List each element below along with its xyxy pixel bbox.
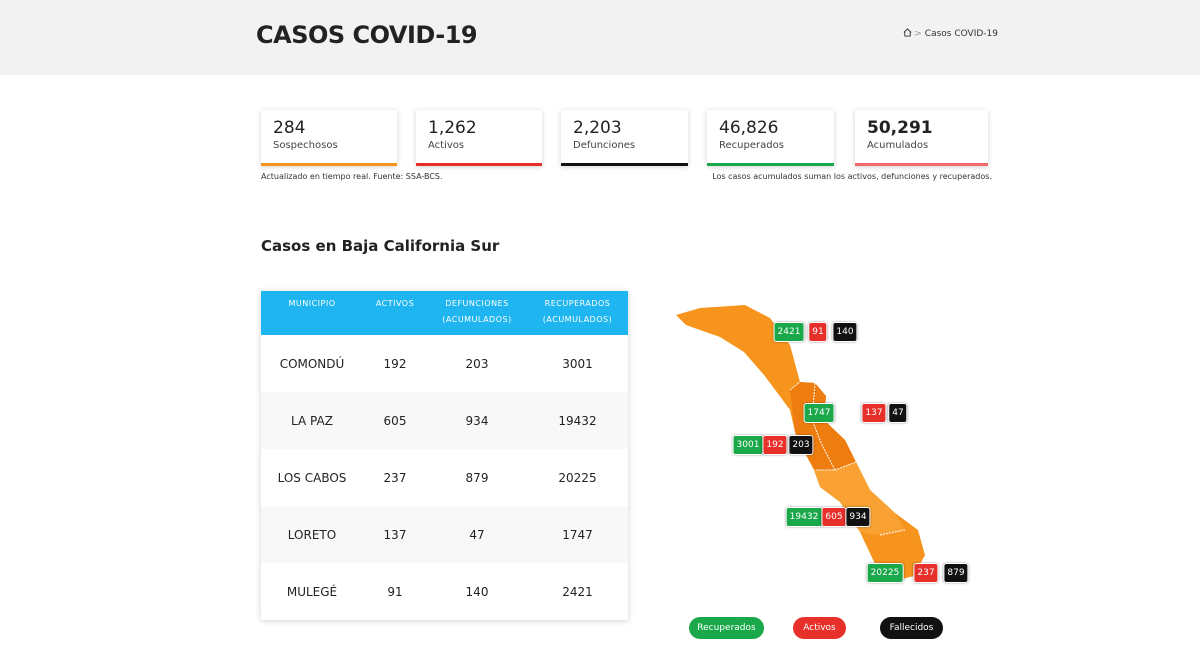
home-icon[interactable] xyxy=(903,28,912,37)
table-cell: 3001 xyxy=(562,356,593,371)
stat-label: Sospechosos xyxy=(273,140,338,151)
stat-card: 50,291 Acumulados xyxy=(855,110,988,166)
badge-activos: 137 xyxy=(861,403,887,423)
table-cell: 140 xyxy=(465,584,489,599)
badge-activos: 605 xyxy=(821,507,847,527)
badge-recuperados: 19432 xyxy=(785,507,823,527)
table-cell: 137 xyxy=(363,506,427,563)
table-header: MUNICIPIO xyxy=(261,291,363,335)
table-cell: 203 xyxy=(465,356,489,371)
section-title: Casos en Baja California Sur xyxy=(261,237,500,255)
table-row: MULEGÉ 91 140 2421 xyxy=(261,563,628,620)
table-cell: LA PAZ xyxy=(261,392,363,449)
stat-label: Defunciones xyxy=(573,140,636,151)
badge-recuperados: 1747 xyxy=(803,403,835,423)
table-cell: COMONDÚ xyxy=(279,356,345,371)
separator: > xyxy=(914,29,922,39)
stat-value: 46,826 xyxy=(719,118,779,138)
table-header: DEFUNCIONES (ACUMULADOS) xyxy=(427,291,527,335)
table-row: LOS CABOS 237 879 20225 xyxy=(261,449,628,506)
note: Actualizado en tiempo real. Fuente: SSA-… xyxy=(261,172,443,181)
stat-label: Recuperados xyxy=(719,140,784,151)
badge-recuperados: 20225 xyxy=(866,563,904,583)
region-comondu xyxy=(790,382,856,470)
stat-value: 2,203 xyxy=(573,118,622,138)
note: Los casos acumulados suman los activos, … xyxy=(712,172,992,181)
table-cell: 47 xyxy=(427,506,527,563)
badge-fallecidos: 203 xyxy=(788,435,814,455)
table-cell: 192 xyxy=(383,356,407,371)
table-cell: 2421 xyxy=(562,584,593,599)
table-row: LA PAZ 605 934 19432 xyxy=(261,392,628,449)
stat-label: Acumulados xyxy=(867,140,929,151)
table-cell: 237 xyxy=(383,470,407,485)
stat-value: 284 xyxy=(273,118,306,138)
legend-pill: Fallecidos xyxy=(880,617,943,639)
stat-card: 46,826 Recuperados xyxy=(707,110,834,166)
table-cell: MULEGÉ xyxy=(286,584,338,599)
table-row: COMONDÚ 192 203 3001 xyxy=(261,335,628,392)
table-cell: 19432 xyxy=(527,392,628,449)
table-cell: 20225 xyxy=(558,470,597,485)
table-cell: LORETO xyxy=(261,506,363,563)
table-cell: 934 xyxy=(427,392,527,449)
table-cell: 879 xyxy=(465,470,489,485)
badge-fallecidos: 934 xyxy=(845,507,871,527)
breadcrumb-current[interactable]: Casos COVID-19 xyxy=(924,29,998,39)
badge-activos: 192 xyxy=(762,435,788,455)
table-row: LORETO 137 47 1747 xyxy=(261,506,628,563)
table-header: ACTIVOS xyxy=(363,291,427,335)
table-header: RECUPERADOS (ACUMULADOS) xyxy=(527,291,628,335)
header-bar xyxy=(0,0,1200,75)
table-cell: LOS CABOS xyxy=(277,470,347,485)
stat-label: Activos xyxy=(428,140,465,151)
region-lapaz xyxy=(815,462,905,535)
legend-pill: Activos xyxy=(793,617,846,639)
stat-card: 284 Sospechosos xyxy=(261,110,397,166)
badge-recuperados: 3001 xyxy=(732,435,764,455)
borders xyxy=(789,381,906,536)
stat-card: 1,262 Activos xyxy=(416,110,542,166)
cases-table: MUNICIPIO ACTIVOS DEFUNCIONES (ACUMULADOS)… xyxy=(261,291,628,620)
stat-value: 50,291 xyxy=(867,118,933,138)
table-cell: 605 xyxy=(363,392,427,449)
badge-fallecidos: 879 xyxy=(943,563,969,583)
badge-activos: 91 xyxy=(808,322,828,342)
stat-card: 2,203 Defunciones xyxy=(561,110,688,166)
badge-fallecidos: 47 xyxy=(888,403,908,423)
stat-value: 1,262 xyxy=(428,118,477,138)
table-cell: 1747 xyxy=(527,506,628,563)
badge-recuperados: 2421 xyxy=(773,322,805,342)
table-cell: 91 xyxy=(387,584,403,599)
badge-fallecidos: 140 xyxy=(832,322,858,342)
badge-activos: 237 xyxy=(913,563,939,583)
page-title: CASOS COVID-19 xyxy=(256,21,478,49)
legend-pill: Recuperados xyxy=(689,617,764,639)
breadcrumb: > Casos COVID-19 xyxy=(903,28,998,39)
